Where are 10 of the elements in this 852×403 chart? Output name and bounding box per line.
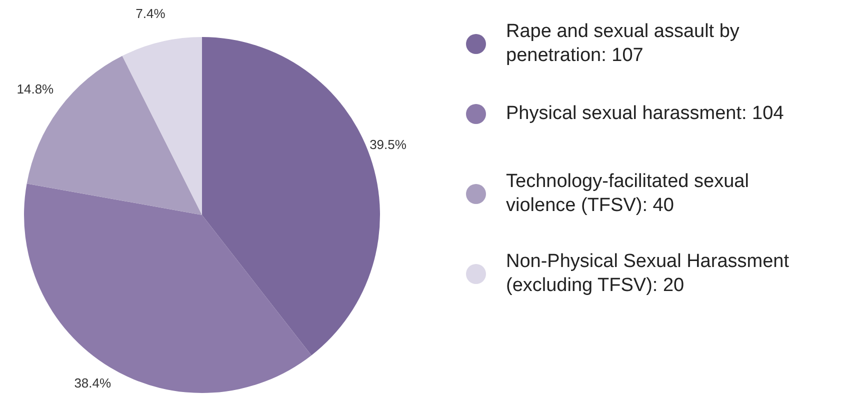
legend-label: Physical sexual harassment: 104 — [506, 102, 785, 126]
legend-label: Non-Physical Sexual Harassment (excluding TFSV): 20 — [506, 250, 790, 298]
data-label: 38.4% — [74, 375, 112, 390]
legend-label: Technology-facilitated sexual violence (TFSV): 40 — [506, 170, 750, 218]
data-label: 39.5% — [370, 136, 407, 152]
pie-slice — [24, 184, 312, 393]
data-label: 14.8% — [16, 82, 54, 97]
pie-slice — [122, 37, 202, 215]
data-label: 7.4% — [136, 6, 166, 21]
legend-label: Rape and sexual assault by penetration: 107 — [506, 20, 740, 68]
